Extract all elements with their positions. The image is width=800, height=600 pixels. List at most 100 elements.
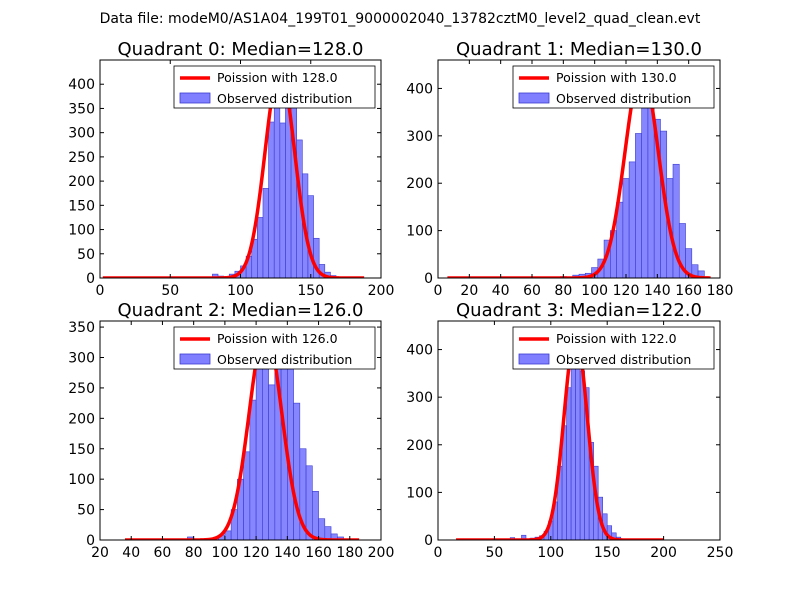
poisson-fit-line [101, 67, 366, 278]
histogram-bar [324, 526, 332, 540]
legend-fit-label: Poission with 130.0 [556, 70, 677, 85]
histogram-bar [635, 133, 642, 278]
panel-title: Quadrant 3: Median=122.0 [456, 300, 702, 321]
panel-title: Quadrant 1: Median=130.0 [456, 39, 702, 60]
histogram-bar [268, 121, 275, 278]
legend-fit-label: Poission with 128.0 [217, 70, 338, 85]
y-tick-label: 100 [68, 223, 95, 239]
histogram-bar [611, 532, 617, 540]
legend-hist-label: Observed distribution [556, 352, 691, 367]
y-tick-label: 50 [77, 247, 95, 263]
legend-hist-swatch [179, 92, 211, 104]
panel-title: Quadrant 0: Median=128.0 [118, 39, 364, 60]
x-tick-label: 60 [523, 283, 541, 299]
legend: Poission with 126.0 Observed distribution [173, 326, 376, 370]
y-tick-label: 250 [68, 150, 95, 166]
y-tick-label: 200 [406, 176, 433, 192]
legend-hist-label: Observed distribution [556, 91, 691, 106]
x-tick-label: 40 [492, 283, 510, 299]
figure-suptitle: Data file: modeM0/AS1A04_199T01_90000020… [100, 11, 701, 27]
x-tick-label: 40 [122, 545, 140, 561]
legend-hist-label: Observed distribution [217, 352, 352, 367]
x-tick-label: 200 [650, 545, 677, 561]
histogram-bar [262, 188, 269, 278]
y-tick-label: 400 [406, 81, 433, 97]
x-tick-label: 0 [434, 545, 443, 561]
y-tick-label: 200 [406, 438, 433, 454]
histogram-bar [273, 93, 281, 278]
legend: Poission with 122.0 Observed distribution [512, 326, 715, 370]
x-tick-label: 140 [274, 545, 301, 561]
y-tick-label: 100 [406, 485, 433, 501]
x-tick-label: 160 [675, 283, 702, 299]
histogram-bar [243, 451, 251, 540]
y-tick-label: 300 [68, 351, 95, 367]
y-tick-label: 300 [68, 126, 95, 142]
y-tick-label: 0 [86, 271, 95, 287]
x-tick-label: 150 [297, 283, 324, 299]
x-tick-label: 20 [91, 545, 109, 561]
histogram-bar [279, 122, 286, 278]
y-tick-label: 400 [406, 343, 433, 359]
y-tick-label: 50 [77, 503, 95, 519]
y-tick-label: 350 [68, 101, 95, 117]
legend-hist-swatch [179, 353, 211, 365]
histogram-bar [255, 354, 263, 540]
y-tick-label: 200 [68, 411, 95, 427]
x-tick-label: 80 [185, 545, 203, 561]
histogram-bar [312, 491, 319, 540]
y-tick-label: 250 [68, 381, 95, 397]
x-tick-label: 0 [434, 283, 443, 299]
y-tick-label: 150 [68, 442, 95, 458]
y-tick-label: 0 [86, 533, 95, 549]
x-tick-label: 250 [707, 545, 734, 561]
y-tick-label: 0 [424, 271, 433, 287]
x-tick-label: 80 [554, 283, 572, 299]
panel-quadrant-0: 0 50 100 150 200 0 50 100 150 200 250 300 350 400 Quad… [68, 39, 394, 299]
legend: Poission with 130.0 Observed distribution [512, 65, 715, 109]
y-tick-label: 100 [68, 472, 95, 488]
histogram-bar [257, 217, 264, 278]
axes-frame [99, 320, 382, 541]
x-tick-label: 50 [485, 545, 503, 561]
legend-hist-label: Observed distribution [217, 91, 352, 106]
x-tick-label: 160 [305, 545, 332, 561]
histogram-bar [307, 195, 314, 278]
x-tick-label: 140 [644, 283, 671, 299]
x-tick-label: 50 [161, 283, 179, 299]
panel-title: Quadrant 2: Median=126.0 [118, 300, 364, 321]
x-tick-label: 100 [227, 283, 254, 299]
x-tick-label: 100 [581, 283, 608, 299]
histogram-bar [566, 387, 572, 540]
panel-quadrant-1: 0 20 40 60 80 100 120 140 160 180 0 100 200 300 400 Qua… [406, 39, 733, 299]
x-tick-label: 200 [368, 545, 395, 561]
x-tick-label: 180 [707, 283, 734, 299]
histogram-bar [622, 178, 630, 278]
x-tick-label: 100 [537, 545, 564, 561]
panel-quadrant-2: 20 40 60 80 100 120 140 160 180 20005010015020025… [68, 300, 394, 561]
x-tick-label: 60 [154, 545, 172, 561]
legend-fit-label: Poission with 126.0 [217, 331, 338, 346]
legend: Poission with 128.0 Observed distribution [173, 65, 376, 109]
y-tick-label: 300 [406, 129, 433, 145]
histogram-bar [570, 349, 576, 540]
x-tick-label: 120 [243, 545, 270, 561]
y-tick-label: 300 [406, 390, 433, 406]
x-tick-label: 150 [594, 545, 621, 561]
legend-hist-swatch [518, 353, 550, 365]
x-tick-label: 0 [96, 283, 105, 299]
poisson-fit-line [124, 328, 361, 540]
histogram-bar [521, 534, 527, 540]
y-tick-label: 200 [68, 174, 95, 190]
x-tick-label: 180 [336, 545, 363, 561]
x-tick-label: 120 [613, 283, 640, 299]
histogram-bar [268, 384, 276, 540]
x-tick-label: 20 [460, 283, 478, 299]
y-tick-label: 0 [424, 533, 433, 549]
axes-frame [437, 59, 721, 279]
y-tick-label: 100 [406, 224, 433, 240]
y-tick-label: 350 [68, 320, 95, 336]
x-tick-label: 100 [212, 545, 239, 561]
histogram-bar [249, 399, 257, 540]
